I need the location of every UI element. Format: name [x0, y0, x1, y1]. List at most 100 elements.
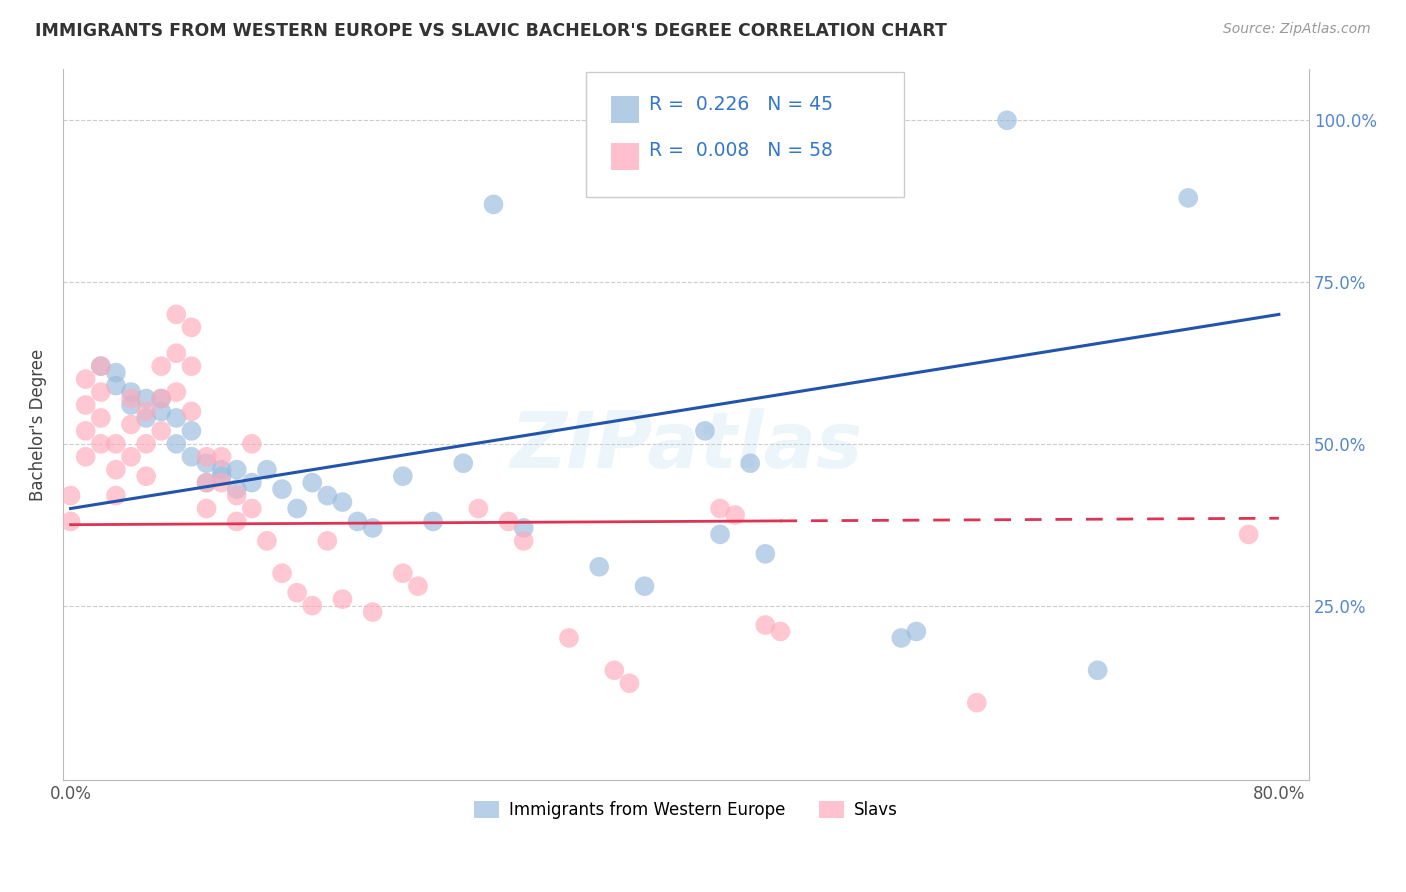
Point [90, 437, 112, 451]
Bar [612, 144, 638, 170]
Point [180, 450, 202, 464]
Point [633, 579, 655, 593]
Point [1087, 663, 1109, 677]
Point [301, 475, 323, 490]
Point [211, 463, 233, 477]
Text: ZIPatlas: ZIPatlas [510, 408, 862, 483]
Point [135, 469, 157, 483]
Point [120, 392, 142, 406]
Point [482, 197, 505, 211]
Point [211, 450, 233, 464]
Point [90, 411, 112, 425]
Point [769, 624, 792, 639]
Point [709, 527, 731, 541]
Point [512, 533, 534, 548]
Point [709, 501, 731, 516]
Point [75, 450, 97, 464]
Point [225, 463, 247, 477]
Point [316, 533, 339, 548]
Point [271, 482, 294, 496]
Point [619, 676, 641, 690]
Point [180, 424, 202, 438]
Point [180, 320, 202, 334]
Point [240, 475, 263, 490]
Point [195, 475, 218, 490]
Point [150, 424, 173, 438]
Point [316, 489, 339, 503]
Point [346, 515, 368, 529]
Point [332, 592, 354, 607]
Point [392, 566, 415, 581]
Point [135, 437, 157, 451]
Point [59, 489, 82, 503]
Point [90, 385, 112, 400]
Point [211, 469, 233, 483]
Point [104, 463, 127, 477]
FancyBboxPatch shape [586, 72, 904, 196]
Text: IMMIGRANTS FROM WESTERN EUROPE VS SLAVIC BACHELOR'S DEGREE CORRELATION CHART: IMMIGRANTS FROM WESTERN EUROPE VS SLAVIC… [35, 22, 948, 40]
Point [256, 533, 278, 548]
Point [150, 392, 173, 406]
Point [211, 475, 233, 490]
Point [165, 307, 187, 321]
Point [361, 521, 384, 535]
Point [150, 392, 173, 406]
Point [120, 417, 142, 432]
Point [588, 559, 610, 574]
Point [406, 579, 429, 593]
Point [467, 501, 489, 516]
Point [1237, 527, 1260, 541]
Point [301, 599, 323, 613]
Point [453, 456, 475, 470]
Point [165, 437, 187, 451]
Point [165, 385, 187, 400]
Point [195, 450, 218, 464]
Point [120, 385, 142, 400]
Point [361, 605, 384, 619]
Point [104, 378, 127, 392]
Point [271, 566, 294, 581]
Point [195, 475, 218, 490]
Point [104, 366, 127, 380]
Point [75, 398, 97, 412]
Point [195, 501, 218, 516]
Point [603, 663, 626, 677]
Point [890, 631, 912, 645]
Point [240, 437, 263, 451]
Point [995, 113, 1018, 128]
Point [558, 631, 581, 645]
Legend: Immigrants from Western Europe, Slavs: Immigrants from Western Europe, Slavs [468, 794, 904, 825]
Point [165, 346, 187, 360]
Point [724, 120, 747, 134]
Point [1177, 191, 1199, 205]
Point [754, 547, 776, 561]
Bar [612, 96, 638, 123]
Text: R =  0.008   N = 58: R = 0.008 N = 58 [648, 141, 832, 160]
Y-axis label: Bachelor's Degree: Bachelor's Degree [30, 348, 46, 500]
Point [392, 469, 415, 483]
Point [75, 372, 97, 386]
Point [150, 359, 173, 374]
Point [225, 489, 247, 503]
Text: Source: ZipAtlas.com: Source: ZipAtlas.com [1223, 22, 1371, 37]
Point [966, 696, 988, 710]
Point [180, 359, 202, 374]
Point [332, 495, 354, 509]
Point [59, 515, 82, 529]
Point [754, 618, 776, 632]
Point [256, 463, 278, 477]
Point [165, 411, 187, 425]
Point [905, 624, 928, 639]
Point [240, 501, 263, 516]
Point [422, 515, 444, 529]
Point [225, 515, 247, 529]
Point [512, 521, 534, 535]
Point [195, 456, 218, 470]
Point [135, 392, 157, 406]
Point [75, 424, 97, 438]
Point [285, 585, 308, 599]
Point [120, 398, 142, 412]
Point [498, 515, 520, 529]
Point [285, 501, 308, 516]
Point [90, 359, 112, 374]
